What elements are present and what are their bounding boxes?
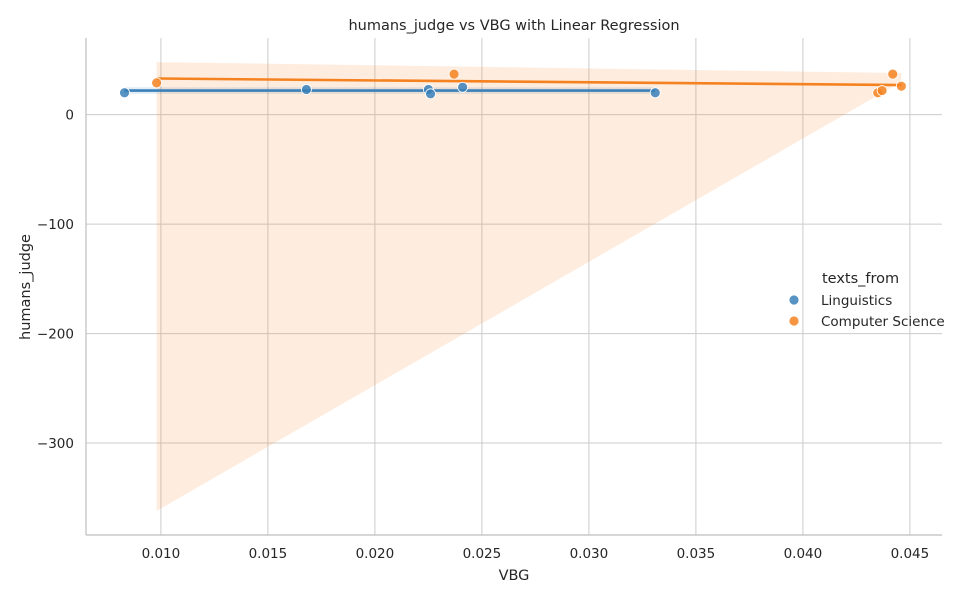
y-tick-label: −200 (37, 327, 74, 343)
x-tick-label: 0.020 (356, 546, 395, 562)
x-tick-label: 0.030 (570, 546, 609, 562)
data-point (151, 77, 163, 89)
confidence-band (156, 62, 902, 511)
x-tick-label: 0.010 (142, 546, 181, 562)
axes (85, 38, 942, 536)
data-point (895, 80, 907, 92)
regression-line (156, 77, 902, 87)
grid (86, 38, 942, 535)
confidence-bands (124, 62, 902, 511)
legend-label: Linguistics (821, 293, 892, 309)
x-axis-label: VBG (499, 568, 530, 584)
y-tick-label: 0 (65, 108, 74, 124)
regression-lines (124, 77, 902, 92)
data-point (301, 84, 312, 95)
x-tick-label: 0.040 (784, 546, 823, 562)
data-point (887, 68, 899, 80)
data-point (649, 87, 661, 99)
data-point (876, 85, 888, 96)
data-point (119, 87, 130, 99)
data-points (119, 68, 907, 100)
tick-labels: 0.010 0.015 0.020 0.025 0.030 0.035 0.040 0.045… (37, 108, 929, 562)
data-point (457, 81, 469, 93)
legend-marker (788, 294, 800, 306)
legend: texts_from Linguistics Computer Science (788, 271, 945, 330)
chart-title: humans_judge vs VBG with Linear Regressi… (348, 18, 679, 34)
y-tick-label: −100 (37, 217, 74, 233)
data-point (425, 88, 436, 100)
legend-title: texts_from (822, 271, 899, 287)
y-tick-label: −300 (37, 436, 74, 452)
x-tick-label: 0.035 (677, 546, 716, 562)
legend-label: Computer Science (821, 314, 945, 330)
x-tick-label: 0.015 (249, 546, 288, 562)
y-axis-label: humans_judge (18, 234, 34, 340)
data-point (448, 68, 460, 80)
x-tick-label: 0.045 (891, 546, 930, 562)
x-tick-label: 0.025 (463, 546, 502, 562)
legend-marker (788, 315, 800, 327)
